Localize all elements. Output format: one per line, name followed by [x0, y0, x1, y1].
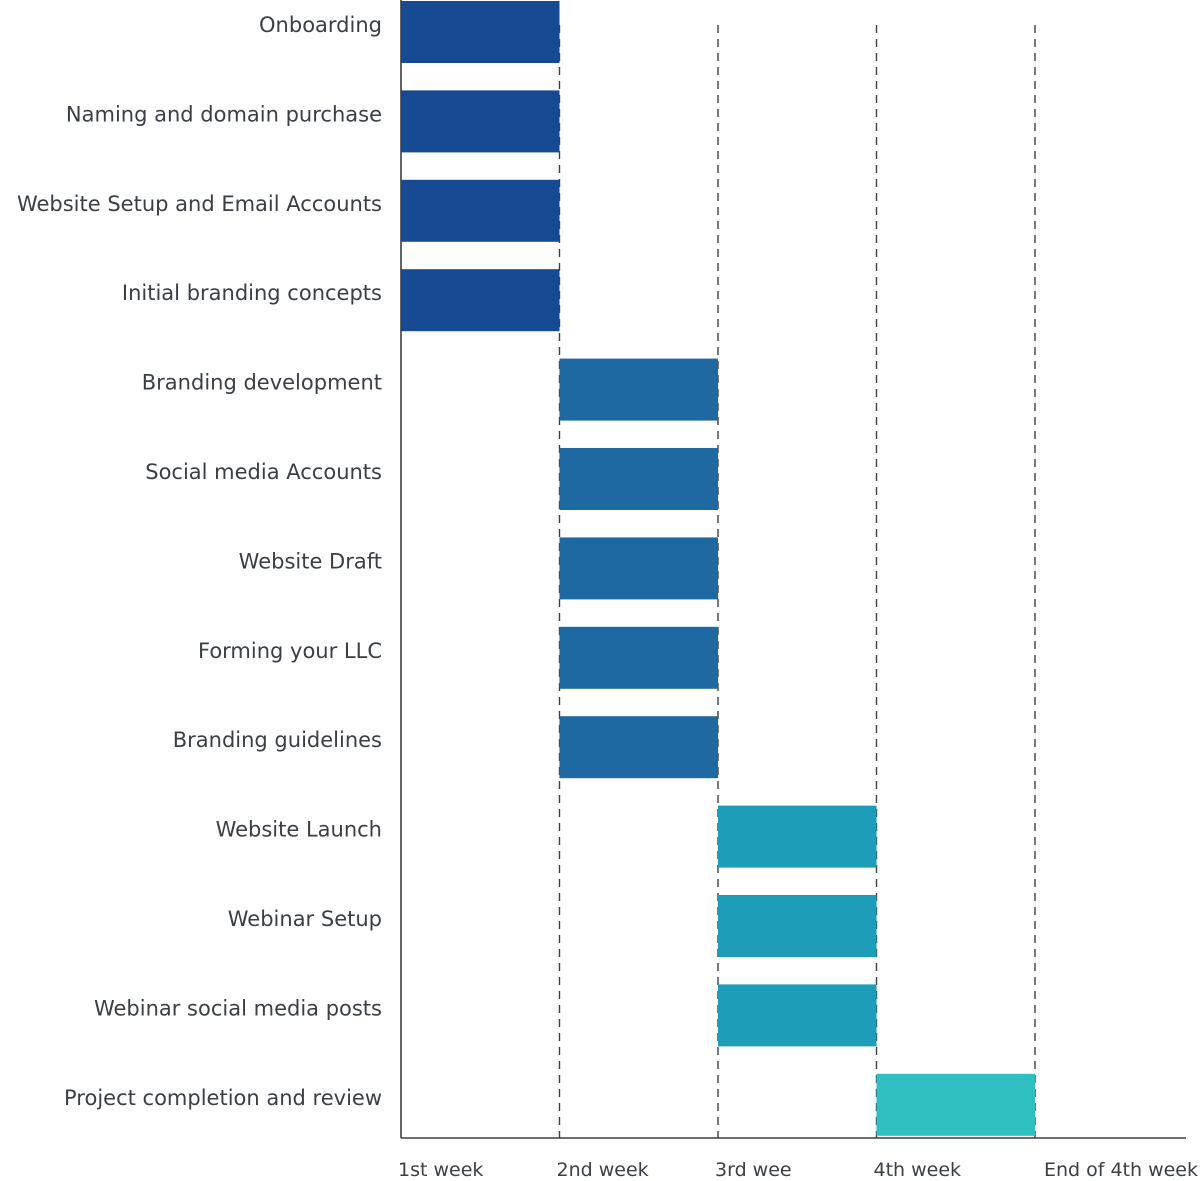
task-labels: Onboarding Naming and domain purchase Webs…: [17, 13, 382, 1110]
task-bar: [718, 984, 877, 1047]
task-bar: [876, 1073, 1035, 1136]
task-bar: [559, 716, 718, 779]
x-tick-label: 4th week: [874, 1159, 962, 1181]
x-tick-label: 2nd week: [557, 1159, 649, 1181]
task-label: Website Draft: [239, 549, 382, 573]
task-bar: [401, 269, 560, 332]
task-label: Webinar social media posts: [94, 996, 382, 1020]
task-bar: [718, 895, 877, 957]
task-label: Naming and domain purchase: [66, 102, 382, 126]
x-tick-labels: 1st week 2nd week 3rd wee 4th week End of 4t…: [398, 1159, 1198, 1181]
task-label: Initial branding concepts: [122, 281, 382, 305]
x-tick-label: End of 4th week: [1044, 1159, 1198, 1181]
task-bar: [559, 626, 718, 689]
task-label: Website Launch: [216, 818, 382, 842]
axes: [400, 0, 1186, 1139]
task-label: Branding development: [142, 371, 382, 395]
task-label: Project completion and review: [64, 1086, 382, 1110]
task-bar: [401, 1, 560, 63]
task-bars: [401, 1, 1035, 1136]
task-label: Social media Accounts: [145, 460, 382, 484]
task-bar: [401, 90, 560, 153]
task-bar: [559, 537, 718, 600]
task-label: Branding guidelines: [173, 728, 382, 752]
task-label: Forming your LLC: [198, 639, 382, 663]
task-label: Onboarding: [259, 13, 382, 37]
task-bar: [718, 805, 877, 868]
task-bar: [559, 358, 718, 421]
task-label: Webinar Setup: [228, 907, 382, 931]
x-tick-label: 1st week: [398, 1159, 483, 1181]
task-bar: [559, 448, 718, 510]
task-bar: [401, 179, 560, 242]
task-label: Website Setup and Email Accounts: [17, 192, 382, 216]
x-tick-label: 3rd wee: [715, 1159, 792, 1181]
